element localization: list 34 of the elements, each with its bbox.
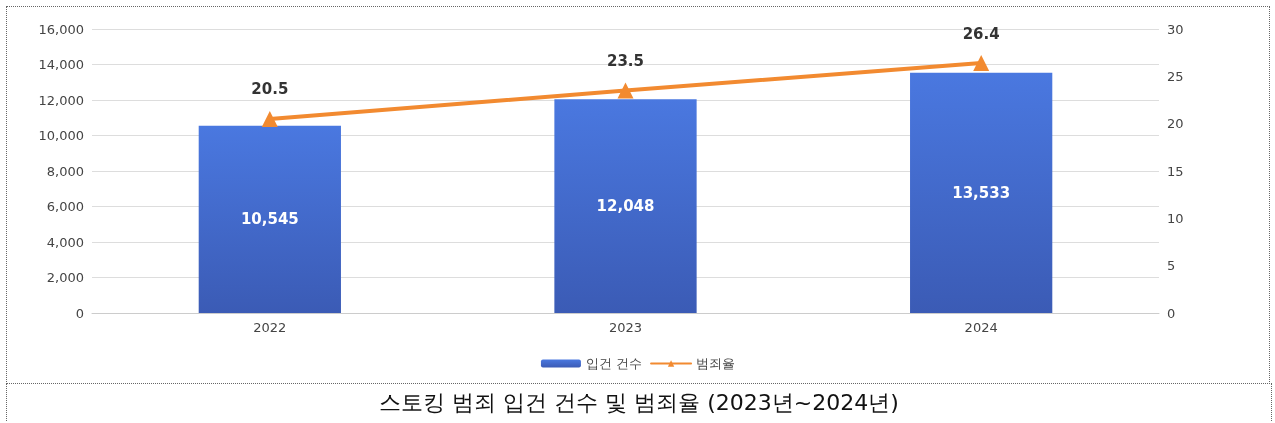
- y2-tick-label: 5: [1167, 258, 1176, 274]
- y2-tick-label: 10: [1167, 210, 1184, 226]
- point: [617, 82, 634, 99]
- data-label: 13,533: [952, 183, 1011, 202]
- y2-tick-label: 30: [1167, 21, 1184, 37]
- x-tick-label: 2022: [253, 320, 287, 335]
- y-tick-label: 10,000: [38, 128, 84, 143]
- y-tick-label: 6,000: [46, 199, 84, 214]
- text: 스토킹 범죄 입건 건수 및 범죄율 (2023년~2024년): [6, 383, 1272, 421]
- y2-tick-label: 25: [1167, 68, 1184, 84]
- y-tick-label: 14,000: [38, 57, 84, 72]
- legend-label: 입건 건수: [585, 356, 643, 371]
- y-tick-label: 2,000: [46, 270, 84, 285]
- data-label: 10,545: [240, 210, 299, 229]
- y-tick-label: 4,000: [46, 234, 84, 250]
- y2-tick-label: 15: [1167, 163, 1184, 179]
- data-label: 12,048: [596, 197, 655, 216]
- point: [973, 55, 990, 72]
- bar: [910, 72, 1053, 313]
- legend-label: 범죄율: [696, 356, 736, 371]
- y2-tick-label: 0: [1167, 305, 1176, 321]
- data-label: 26.4: [962, 24, 1000, 43]
- y2-tick-label: 20: [1167, 116, 1184, 132]
- y-tick-label: 8,000: [46, 163, 84, 179]
- point: [261, 110, 278, 127]
- y-tick-label: 12,000: [38, 92, 84, 108]
- x-tick-label: 2023: [608, 320, 643, 335]
- data-label: 23.5: [606, 52, 645, 71]
- data-label: 20.5: [251, 80, 289, 99]
- bar: [198, 125, 341, 313]
- y-tick-label: 16,000: [38, 21, 84, 37]
- y-tick-label: 0: [75, 305, 84, 321]
- x-tick-label: 2024: [964, 320, 998, 335]
- bar: [554, 99, 697, 313]
